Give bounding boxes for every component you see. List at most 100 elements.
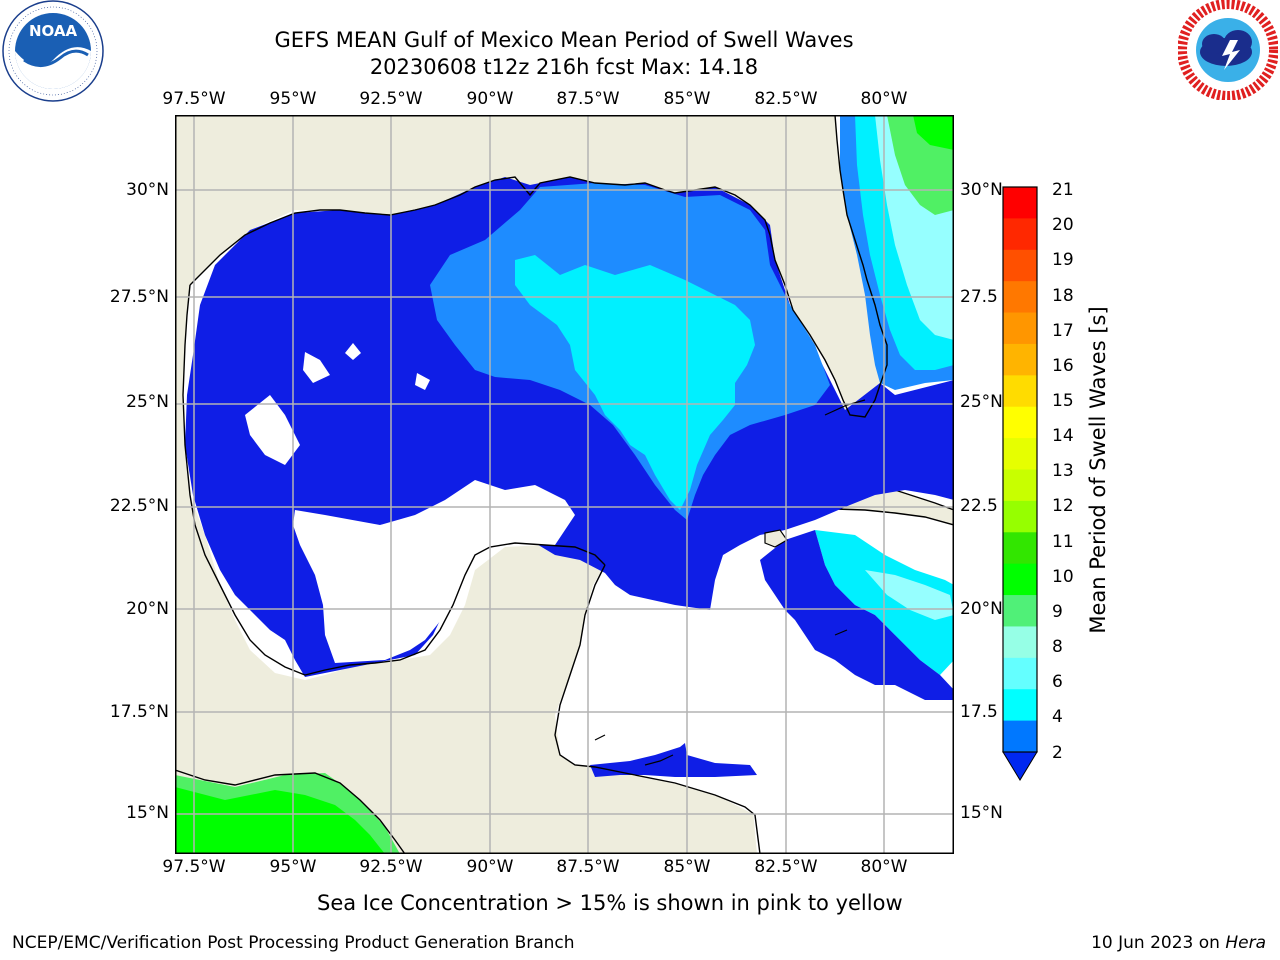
lat-label-right: 20°N xyxy=(960,599,1003,619)
swell-2-4s-caribbean xyxy=(760,530,954,700)
lat-label-left: 30°N xyxy=(126,180,169,200)
lat-label-right: 17.5 xyxy=(960,702,998,722)
island-small-2 xyxy=(834,629,848,636)
colorbar-segment xyxy=(1003,689,1037,722)
colorbar-tick: 18 xyxy=(1052,286,1074,306)
colorbar-tick: 10 xyxy=(1052,567,1074,587)
colorbar-segments xyxy=(1003,187,1037,753)
lon-label-top: 95°W xyxy=(269,89,317,109)
run-date: 10 Jun 2023 on Hera xyxy=(1091,933,1266,953)
colorbar-segment xyxy=(1003,343,1037,376)
lon-label-bottom: 95°W xyxy=(269,857,317,877)
colorbar-segment xyxy=(1003,626,1037,659)
lat-label-left: 25°N xyxy=(126,392,169,412)
lon-label-bottom: 87.5°W xyxy=(556,857,620,877)
swell-10-11s-atlantic xyxy=(913,115,954,150)
colorbar-tick: 6 xyxy=(1052,672,1063,692)
map-frame xyxy=(175,115,954,854)
lon-label-bottom: 97.5°W xyxy=(162,857,226,877)
nodata-patch-small3 xyxy=(345,343,361,360)
yucatan-coastline xyxy=(554,564,761,854)
lat-label-left: 20°N xyxy=(126,599,169,619)
colorbar-tick: 2 xyxy=(1052,743,1063,763)
lon-label-bottom: 82.5°W xyxy=(754,857,818,877)
colorbar-segment xyxy=(1003,218,1037,251)
lon-label-top: 87.5°W xyxy=(556,89,620,109)
lon-label-bottom: 92.5°W xyxy=(359,857,423,877)
map-title: GEFS MEAN Gulf of Mexico Mean Period of … xyxy=(274,28,854,52)
lat-label-left: 15°N xyxy=(126,803,169,823)
island-small-1 xyxy=(824,399,866,416)
colorbar xyxy=(1002,186,1038,781)
colorbar-frame xyxy=(1002,186,1038,753)
colorbar-tick: 20 xyxy=(1052,215,1074,235)
map-subtitle: 20230608 t12z 216h fcst Max: 14.18 xyxy=(369,55,759,79)
lat-label-left: 27.5°N xyxy=(109,287,169,307)
colorbar-tick: 4 xyxy=(1052,707,1063,727)
colorbar-segment xyxy=(1003,249,1037,282)
colorbar-tick: 12 xyxy=(1052,496,1074,516)
lon-label-top: 92.5°W xyxy=(359,89,423,109)
nodata-patch-south xyxy=(293,480,575,663)
swell-6-8s-core xyxy=(515,255,755,510)
lon-label-bottom: 80°W xyxy=(860,857,908,877)
colorbar-segment xyxy=(1003,500,1037,533)
machine-name: Hera xyxy=(1225,933,1266,953)
lat-label-left: 22.5°N xyxy=(109,496,169,516)
colorbar-tick: 17 xyxy=(1052,321,1074,341)
colorbar-segment xyxy=(1003,532,1037,565)
run-date-text: 10 Jun 2023 on xyxy=(1091,933,1226,953)
colorbar-tick: 21 xyxy=(1052,180,1074,200)
lon-label-top: 82.5°W xyxy=(754,89,818,109)
colorbar-tick: 14 xyxy=(1052,426,1074,446)
lat-label-right: 27.5 xyxy=(960,287,998,307)
colorbar-segment xyxy=(1003,406,1037,439)
colorbar-tick: 11 xyxy=(1052,532,1074,552)
lat-label-left: 17.5°N xyxy=(109,702,169,722)
pacific-coastline xyxy=(175,769,406,854)
colorbar-segment xyxy=(1003,595,1037,628)
colorbar-segment xyxy=(1003,657,1037,690)
us-gulf-coastline xyxy=(189,115,888,418)
colorbar-tick: 8 xyxy=(1052,637,1063,657)
lon-label-top: 80°W xyxy=(860,89,908,109)
colorbar-label: Mean Period of Swell Waves [s] xyxy=(1086,306,1110,634)
map-grid xyxy=(175,115,954,854)
lon-label-top: 85°W xyxy=(663,89,711,109)
colorbar-tick: 15 xyxy=(1052,391,1074,411)
branch-credit: NCEP/EMC/Verification Post Processing Pr… xyxy=(12,933,575,953)
island-small-3 xyxy=(644,754,674,766)
jamaica-island xyxy=(764,529,788,548)
colorbar-tick: 13 xyxy=(1052,461,1074,481)
swell-2-4s-honduras xyxy=(590,743,757,777)
colorbar-under-arrow xyxy=(1002,751,1038,781)
nodata-patch-west xyxy=(245,395,300,465)
colorbar-segment xyxy=(1003,281,1037,314)
colorbar-segment xyxy=(1003,469,1037,502)
swell-10-11s-pacific xyxy=(175,787,385,854)
colorbar-segment xyxy=(1003,720,1037,753)
gulf-of-mexico-map xyxy=(175,115,954,854)
noaa-logo: NOAA xyxy=(2,0,104,102)
colorbar-segment xyxy=(1003,375,1037,408)
colorbar-segment xyxy=(1003,187,1037,219)
nodata-patch-small1 xyxy=(303,352,330,383)
lat-label-right: 15°N xyxy=(960,803,1003,823)
lon-label-bottom: 85°W xyxy=(663,857,711,877)
colorbar-segment xyxy=(1003,312,1037,345)
lat-label-right: 30°N xyxy=(960,180,1003,200)
nws-logo xyxy=(1178,0,1278,100)
island-small-4 xyxy=(594,734,606,741)
colorbar-tick: 19 xyxy=(1052,250,1074,270)
mexico-gulf-coastline xyxy=(182,284,606,676)
lon-label-bottom: 90°W xyxy=(466,857,514,877)
lat-label-right: 22.5 xyxy=(960,496,998,516)
colorbar-tick: 16 xyxy=(1052,356,1074,376)
swell-8-9s-caribbean xyxy=(865,570,954,620)
sea-ice-note: Sea Ice Concentration > 15% is shown in … xyxy=(317,891,903,915)
lon-label-top: 97.5°W xyxy=(162,89,226,109)
lon-label-top: 90°W xyxy=(466,89,514,109)
lat-label-right: 25°N xyxy=(960,392,1003,412)
colorbar-tick: 9 xyxy=(1052,602,1063,622)
svg-text:NOAA: NOAA xyxy=(29,22,78,40)
